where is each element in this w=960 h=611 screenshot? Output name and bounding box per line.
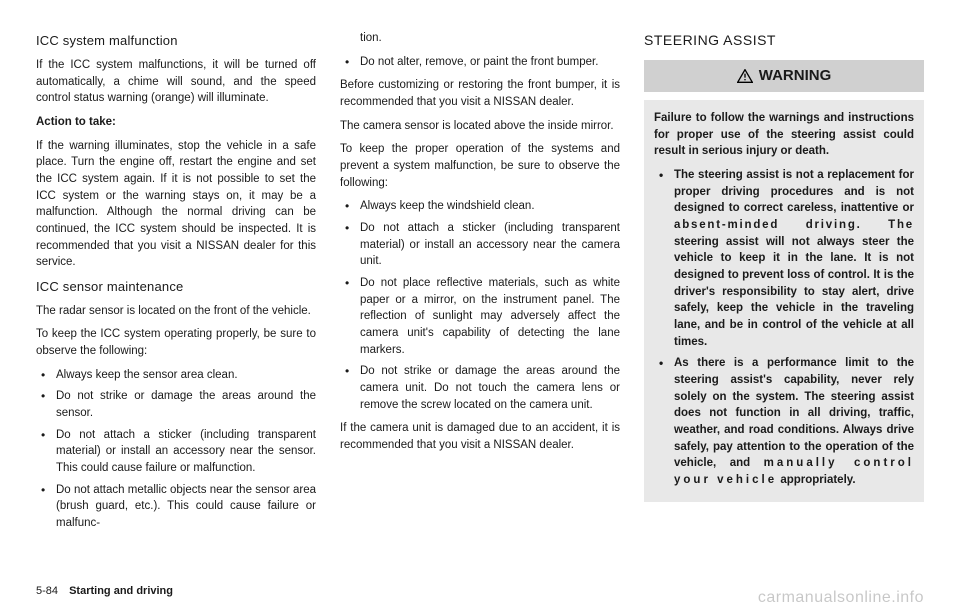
bullet-list: The steering assist is not a replacement… [654, 167, 914, 489]
text-run: The steering assist is not a replacement… [674, 169, 914, 214]
para: If the camera unit is damaged due to an … [340, 420, 620, 453]
para: The camera sensor is located above the i… [340, 118, 620, 135]
column-2: tion. Do not alter, remove, or paint the… [340, 30, 620, 570]
para: Failure to follow the warnings and instr… [654, 110, 914, 160]
bullet-list: Always keep the sensor area clean. Do no… [36, 367, 316, 532]
text-run: appropriately. [777, 474, 855, 486]
list-item: Do not place reflective materials, such … [340, 275, 620, 358]
column-1: ICC system malfunction If the ICC system… [36, 30, 316, 570]
heading-icc-malfunction: ICC system malfunction [36, 32, 316, 51]
warning-content: Failure to follow the warnings and instr… [644, 100, 924, 502]
list-item: Do not attach a sticker (including trans… [36, 427, 316, 477]
para: If the warning illuminates, stop the veh… [36, 138, 316, 271]
heading-icc-sensor: ICC sensor maintenance [36, 278, 316, 297]
para: The radar sensor is located on the front… [36, 303, 316, 320]
text-run: As there is a performance limit to the s… [674, 357, 914, 469]
watermark: carmanualsonline.info [758, 589, 924, 607]
para: If the ICC system malfunctions, it will … [36, 57, 316, 107]
para: To keep the ICC system operating properl… [36, 326, 316, 359]
warning-triangle-icon [737, 69, 753, 83]
text-run-spread: absent-minded driving. The [674, 219, 914, 231]
para-continuation: tion. [340, 30, 620, 47]
bullet-list: Always keep the windshield clean. Do not… [340, 198, 620, 413]
section-title: Starting and driving [69, 585, 173, 597]
warning-box: WARNING [644, 60, 924, 92]
list-item: Do not attach metallic objects near the … [36, 482, 316, 532]
heading-steering-assist: STEERING ASSIST [644, 30, 924, 50]
list-item: Do not strike or damage the areas around… [340, 363, 620, 413]
list-item: Do not strike or damage the areas around… [36, 388, 316, 421]
action-to-take-label: Action to take: [36, 114, 316, 131]
warning-header: WARNING [644, 60, 924, 92]
list-item: Do not alter, remove, or paint the front… [340, 54, 620, 71]
page-footer: 5-84 Starting and driving [36, 585, 173, 597]
list-item: Do not attach a sticker (including trans… [340, 220, 620, 270]
list-item: Always keep the sensor area clean. [36, 367, 316, 384]
page-number: 5-84 [36, 585, 58, 597]
list-item: The steering assist is not a replacement… [654, 167, 914, 350]
para: Before customizing or restoring the fron… [340, 77, 620, 110]
warning-label: WARNING [759, 65, 832, 87]
text-run: steering assist will not always steer th… [674, 236, 914, 348]
para: To keep the proper operation of the syst… [340, 141, 620, 191]
page-columns: ICC system malfunction If the ICC system… [36, 30, 924, 570]
list-item: As there is a performance limit to the s… [654, 355, 914, 488]
column-3: STEERING ASSIST WARNING Failure to follo… [644, 30, 924, 570]
bullet-list: Do not alter, remove, or paint the front… [340, 54, 620, 71]
list-item: Always keep the windshield clean. [340, 198, 620, 215]
